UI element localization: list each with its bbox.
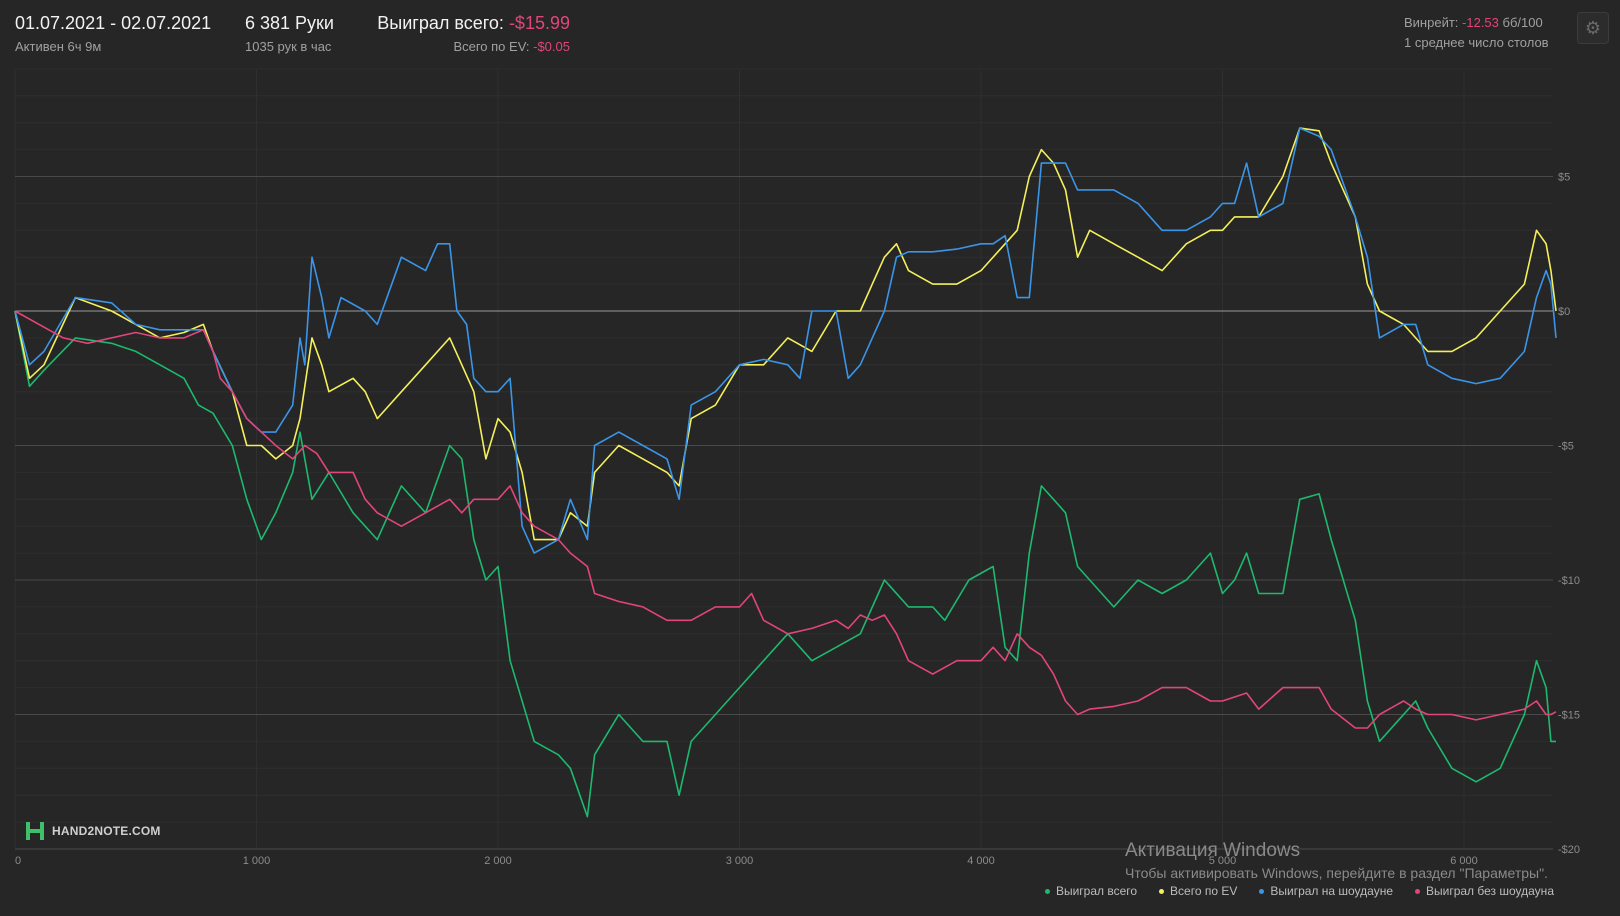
x-tick-label: 0 <box>15 855 21 867</box>
x-tick-label: 1 000 <box>243 855 271 867</box>
legend-dot-icon <box>1415 888 1420 894</box>
windows-activation-watermark: Активация Windows Чтобы активировать Win… <box>1125 840 1548 881</box>
legend-dot-icon <box>1159 888 1165 894</box>
x-tick-label: 3 000 <box>726 855 754 867</box>
date-range[interactable]: 01.07.2021 - 02.07.2021 <box>15 13 212 33</box>
y-axis-ticks: $5 $0 -$5 -$10 -$15 -$20 <box>1558 172 1580 857</box>
hands-per-hour: 1035 рук в час <box>245 39 332 54</box>
won-total-label: Выиграл всего: <box>377 13 504 33</box>
y-tick-label: $5 <box>1558 172 1570 184</box>
legend-item-1[interactable]: Выиграл всего <box>1044 884 1138 898</box>
x-tick-label: 2 000 <box>484 855 512 867</box>
ev-total-label: Всего по EV: <box>453 39 530 54</box>
winrate-value: -12.53 <box>1462 15 1499 30</box>
x-tick-label: 4 000 <box>967 855 995 867</box>
y-tick-label: $0 <box>1558 306 1570 318</box>
winrate: Винрейт: -12.53 бб/100 <box>1404 15 1549 30</box>
avg-tables: 1 среднее число столов <box>1404 35 1549 50</box>
gear-icon: ⚙ <box>1584 17 1602 38</box>
x-axis-ticks: 0 1 000 2 000 3 000 4 000 5 000 6 000 <box>15 855 1478 867</box>
y-tick-label: -$5 <box>1558 441 1574 453</box>
legend-label: Выиграл всего <box>1055 884 1138 898</box>
active-time: Активен 6ч 9м <box>15 39 102 54</box>
legend-dot-icon <box>1044 888 1050 894</box>
winrate-unit: бб/100 <box>1502 15 1543 30</box>
ev-total: Всего по EV: -$0.05 <box>370 39 570 54</box>
legend-item-2[interactable]: Всего по EV <box>1159 884 1237 898</box>
legend-item-3[interactable]: Выиграл на шоудауне <box>1259 884 1393 898</box>
legend-item-4[interactable]: Выиграл без шоудауна <box>1415 884 1554 898</box>
legend-dot-icon <box>1259 888 1265 894</box>
watermark-title: Активация Windows <box>1125 840 1301 861</box>
settings-button[interactable]: ⚙ <box>1577 12 1609 44</box>
date-range-block: 01.07.2021 - 02.07.2021 Активен 6ч 9м <box>15 13 211 54</box>
y-tick-label: -$20 <box>1558 844 1580 856</box>
y-tick-label: -$15 <box>1558 710 1580 722</box>
hands-count: 6 381 Руки <box>245 13 334 33</box>
chart-legend: Выиграл всего Всего по EV Выиграл на шоуда… <box>1044 884 1554 898</box>
series-lines <box>14 127 1557 818</box>
won-total: Выиграл всего: -$15.99 <box>370 13 570 34</box>
header-bar: 01.07.2021 - 02.07.2021 Активен 6ч 9м 6 … <box>0 0 1620 66</box>
series-line-3 <box>14 127 1557 554</box>
watermark-text: Чтобы активировать Windows, перейдите в … <box>1125 865 1548 881</box>
series-line-4 <box>14 310 1557 729</box>
ev-total-value: -$0.05 <box>533 39 570 54</box>
hand2note-logo: HAND2NOTE.COM <box>24 820 161 842</box>
hands-block: 6 381 Руки 1035 рук в час <box>245 13 334 54</box>
won-block: Выиграл всего: -$15.99 Всего по EV: -$0.… <box>370 13 570 54</box>
series-line-2 <box>14 127 1557 541</box>
logo-text: HAND2NOTE.COM <box>52 824 161 838</box>
legend-label: Всего по EV <box>1170 884 1238 898</box>
won-total-value: -$15.99 <box>508 13 570 33</box>
grid-lines <box>14 68 1553 850</box>
x-tick-label: 6 000 <box>1450 855 1478 867</box>
winrate-label: Винрейт: <box>1404 15 1459 30</box>
legend-label: Выиграл на шоудауне <box>1270 884 1393 898</box>
y-tick-label: -$10 <box>1558 575 1580 587</box>
legend-label: Выиграл без шоудауна <box>1426 884 1554 898</box>
x-tick-label: 5 000 <box>1209 855 1237 867</box>
series-line-1 <box>14 310 1556 818</box>
winrate-block: Винрейт: -12.53 бб/100 1 среднее число с… <box>1404 15 1549 50</box>
hand2note-logo-icon <box>26 822 44 840</box>
